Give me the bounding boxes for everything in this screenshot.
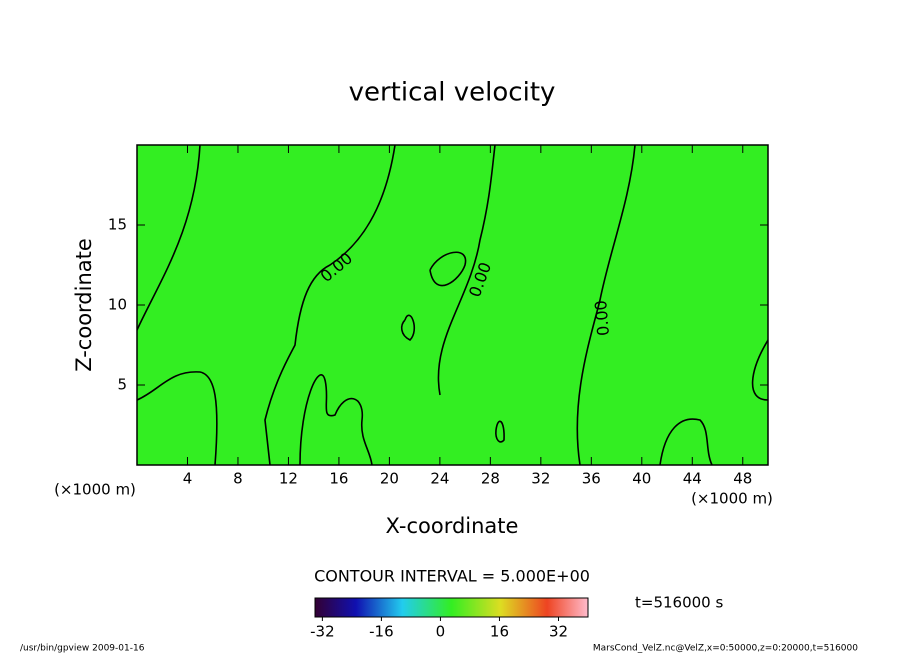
y-axis-label: Z-coordinate [72, 238, 96, 372]
y-tick-label: 5 [117, 376, 127, 394]
contour-line [137, 145, 201, 331]
x-tick-label: 44 [683, 470, 702, 488]
x-tick-label: 40 [632, 470, 651, 488]
x-tick-label: 28 [481, 470, 500, 488]
colorbar-tick-label: 32 [549, 623, 568, 641]
x-tick-label: 20 [380, 470, 399, 488]
colorbar-tick-label: -16 [369, 623, 394, 641]
x-tick-label: 24 [430, 470, 449, 488]
contours [137, 145, 768, 465]
colorbar-tick-label: 0 [436, 623, 446, 641]
x-unit: (×1000 m) [54, 481, 136, 499]
footer-left: /usr/bin/gpview 2009-01-16 [20, 644, 145, 654]
field [137, 145, 768, 465]
chart-title: vertical velocity [349, 78, 556, 108]
contour-line [751, 339, 768, 401]
x-tick-label: 48 [733, 470, 752, 488]
x-tick-label: 16 [329, 470, 348, 488]
x-tick-label: 8 [233, 470, 243, 488]
x-axis-label: X-coordinate [386, 514, 519, 538]
contour-interval: CONTOUR INTERVAL = 5.000E+00 [314, 567, 590, 586]
x-tick-label: 32 [531, 470, 550, 488]
contour-line [659, 418, 713, 465]
y-tick-label: 15 [108, 216, 127, 234]
x-tick-label: 4 [183, 470, 193, 488]
contour-line [400, 314, 415, 341]
x-tick-label: 36 [582, 470, 601, 488]
colorbar-tick-label: -32 [310, 623, 335, 641]
contour-line [429, 251, 467, 287]
colorbar-tick-label: 16 [490, 623, 509, 641]
colorbar [314, 597, 589, 618]
contour-line [299, 374, 373, 465]
x-tick-label: 12 [279, 470, 298, 488]
time-label: t=516000 s [635, 594, 723, 612]
contour-line [495, 420, 505, 443]
contour-line [137, 371, 218, 465]
contour-label: 0.00 [591, 300, 613, 337]
y-tick-label: 10 [108, 296, 127, 314]
contour-line [264, 145, 396, 465]
x-unit: (×1000 m) [691, 490, 773, 508]
contour-line [437, 145, 496, 396]
contour-line [576, 145, 636, 465]
footer-right: MarsCond_VelZ.nc@VelZ,x=0:50000,z=0:2000… [593, 644, 858, 654]
